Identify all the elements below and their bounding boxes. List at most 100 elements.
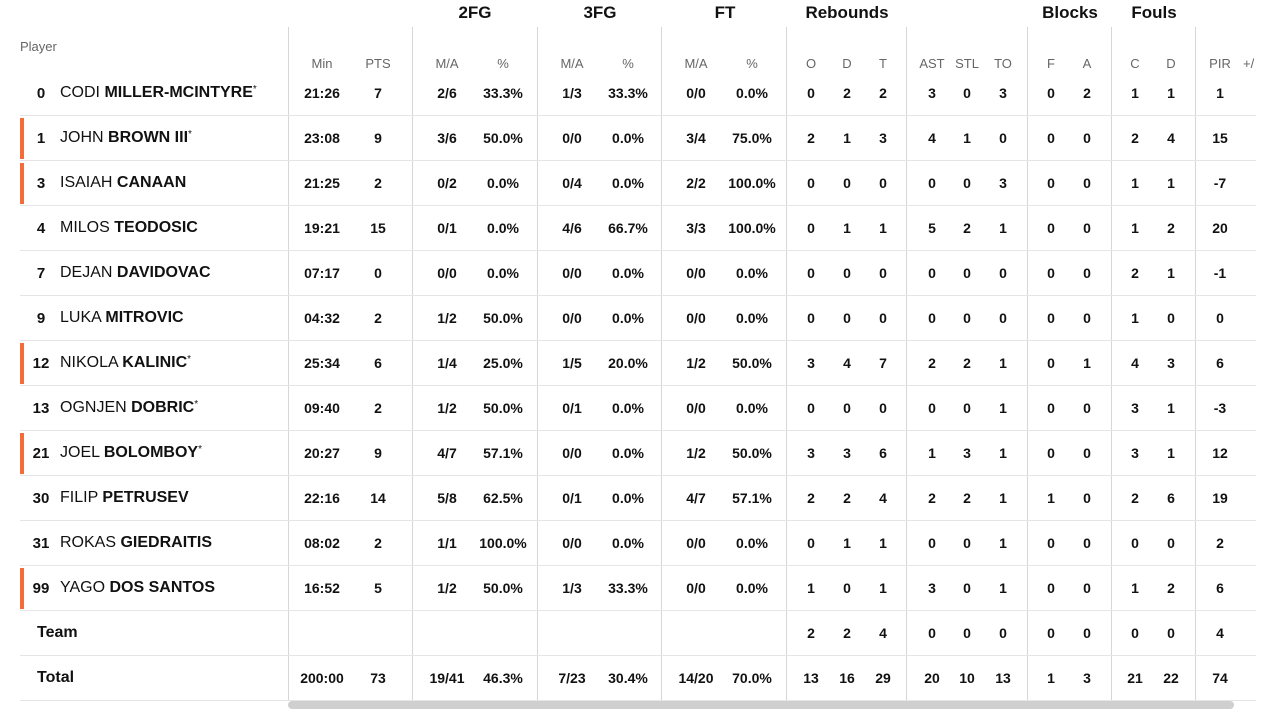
player-last-name: GIEDRAITIS (120, 534, 213, 551)
cell-fg3-pct: 0.0% (612, 265, 644, 281)
cell-blk-a: 0 (1083, 265, 1091, 281)
cell-pts: 14 (370, 490, 386, 506)
header-plusminus[interactable]: +/ (1243, 56, 1255, 71)
starter-marker (20, 163, 24, 204)
header-stl[interactable]: STL (955, 56, 979, 71)
cell-reb-d: 3 (843, 445, 851, 461)
cell-to: 1 (999, 535, 1007, 551)
player-first-name: ROKAS (60, 534, 117, 551)
header-min[interactable]: Min (311, 56, 333, 71)
cell-reb-t: 1 (879, 580, 887, 596)
player-last-name: BROWN III (108, 129, 189, 146)
cell-fg3-pct: 33.3% (608, 580, 648, 596)
cell-ft-ma: 0/0 (686, 85, 706, 101)
cell-foul-c: 0 (1131, 625, 1139, 641)
cell-fg2-pct: 57.1% (483, 445, 523, 461)
cell-fg2-ma: 2/6 (437, 85, 457, 101)
header-ast[interactable]: AST (919, 56, 945, 71)
cell-ast: 4 (928, 130, 936, 146)
horizontal-scrollbar[interactable] (288, 701, 1234, 709)
cell-ft-ma: 0/0 (686, 400, 706, 416)
header-pir[interactable]: PIR (1209, 56, 1231, 71)
cell-stl: 10 (959, 670, 975, 686)
cell-foul-d: 1 (1167, 175, 1175, 191)
player-name-link[interactable]: CODI MILLER-MCINTYRE* (60, 84, 257, 102)
team-row: Team 2 2 4 0 0 0 0 0 0 0 4 (20, 611, 1256, 656)
cell-pts: 2 (374, 175, 382, 191)
cell-pts: 2 (374, 400, 382, 416)
header-pts[interactable]: PTS (365, 56, 391, 71)
cell-blk-f: 0 (1047, 625, 1055, 641)
player-name-link[interactable]: LUKA MITROVIC (60, 309, 184, 327)
cell-fg3-ma: 0/0 (562, 535, 582, 551)
cell-ft-pct: 0.0% (736, 310, 768, 326)
player-name-link[interactable]: JOEL BOLOMBOY* (60, 444, 202, 462)
cell-blk-a: 3 (1083, 670, 1091, 686)
cell-fg3-ma: 1/3 (562, 580, 582, 596)
starter-asterisk: * (187, 354, 192, 365)
table-row: 30 FILIP PETRUSEV 22:16 14 5/8 62.5% 0/1 0.0% 4/… (20, 476, 1256, 521)
cell-reb-d: 1 (843, 535, 851, 551)
header-3fg-ma[interactable]: M/A (560, 56, 584, 71)
player-name-link[interactable]: JOHN BROWN III* (60, 129, 192, 147)
header-foul-c[interactable]: C (1130, 56, 1140, 71)
player-name-link[interactable]: NIKOLA KALINIC* (60, 354, 191, 372)
cell-foul-c: 3 (1131, 445, 1139, 461)
header-2fg-pct[interactable]: % (497, 56, 509, 71)
cell-to: 1 (999, 400, 1007, 416)
total-row: Total 200:00 73 19/41 46.3% 7/23 30.4% 14/20 70.… (20, 656, 1256, 701)
cell-ft-ma: 3/3 (686, 220, 706, 236)
header-3fg-pct[interactable]: % (622, 56, 634, 71)
player-name-link[interactable]: YAGO DOS SANTOS (60, 579, 215, 597)
header-to[interactable]: TO (994, 56, 1012, 71)
player-name-link[interactable]: DEJAN DAVIDOVAC (60, 264, 211, 282)
cell-ast: 0 (928, 310, 936, 326)
cell-ft-ma: 2/2 (686, 175, 706, 191)
header-ft-ma[interactable]: M/A (684, 56, 708, 71)
cell-pir: 20 (1212, 220, 1228, 236)
cell-foul-c: 1 (1131, 175, 1139, 191)
starter-asterisk: * (194, 399, 199, 410)
divider (906, 27, 907, 700)
cell-min: 07:17 (304, 265, 340, 281)
table-row: 31 ROKAS GIEDRAITIS 08:02 2 1/1 100.0% 0/0 0.0%… (20, 521, 1256, 566)
group-3fg: 3FG (583, 3, 617, 22)
cell-reb-t: 2 (879, 85, 887, 101)
header-blk-a[interactable]: A (1082, 56, 1092, 71)
player-column-header[interactable]: Player (20, 39, 57, 54)
player-number: 9 (36, 310, 46, 327)
cell-stl: 0 (963, 535, 971, 551)
cell-reb-t: 0 (879, 265, 887, 281)
divider (1195, 27, 1196, 700)
header-2fg-ma[interactable]: M/A (435, 56, 459, 71)
cell-to: 13 (995, 670, 1011, 686)
header-blk-f[interactable]: F (1047, 56, 1055, 71)
player-number: 13 (32, 400, 50, 417)
cell-blk-f: 0 (1047, 445, 1055, 461)
player-name-link[interactable]: OGNJEN DOBRIC* (60, 399, 198, 417)
cell-foul-c: 2 (1131, 130, 1139, 146)
cell-min: 21:26 (304, 85, 340, 101)
player-first-name: LUKA (60, 309, 101, 326)
player-name-link[interactable]: FILIP PETRUSEV (60, 489, 189, 507)
cell-ast: 0 (928, 175, 936, 191)
cell-ft-ma: 0/0 (686, 580, 706, 596)
player-name-link[interactable]: MILOS TEODOSIC (60, 219, 198, 237)
cell-foul-d: 1 (1167, 400, 1175, 416)
player-name-link[interactable]: ROKAS GIEDRAITIS (60, 534, 212, 552)
header-reb-d[interactable]: D (842, 56, 852, 71)
cell-fg2-pct: 33.3% (483, 85, 523, 101)
cell-foul-d: 0 (1167, 535, 1175, 551)
player-number: 31 (32, 535, 50, 552)
player-first-name: OGNJEN (60, 399, 127, 416)
header-reb-o[interactable]: O (805, 56, 817, 71)
cell-reb-d: 1 (843, 220, 851, 236)
header-reb-t[interactable]: T (879, 56, 887, 71)
cell-stl: 2 (963, 490, 971, 506)
cell-ft-ma: 0/0 (686, 535, 706, 551)
header-ft-pct[interactable]: % (746, 56, 758, 71)
cell-ast: 0 (928, 265, 936, 281)
player-name-link[interactable]: ISAIAH CANAAN (60, 174, 186, 192)
header-foul-d[interactable]: D (1166, 56, 1176, 71)
cell-pir: -1 (1213, 265, 1227, 281)
